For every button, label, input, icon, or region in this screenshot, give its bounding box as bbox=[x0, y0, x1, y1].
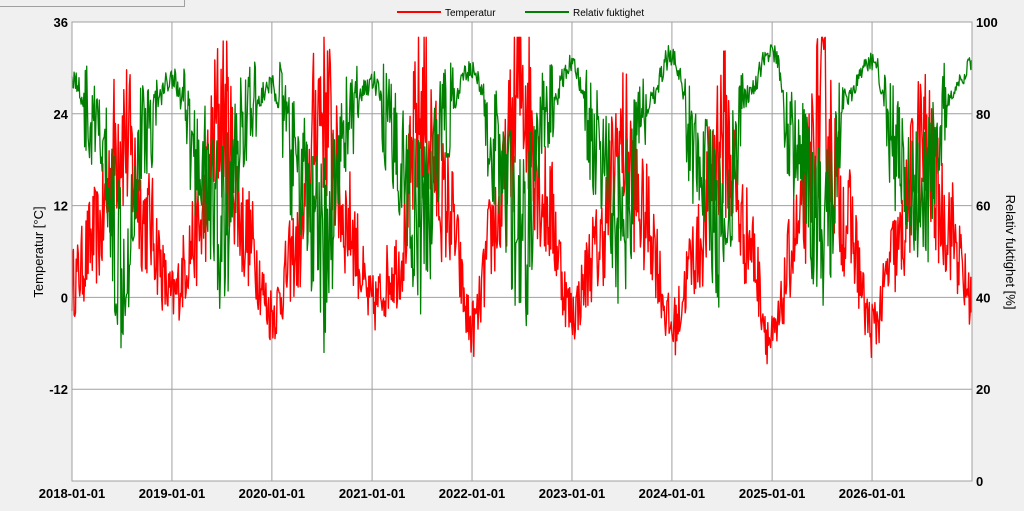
right-tick-label: 100 bbox=[976, 15, 998, 30]
x-tick-label: 2025-01-01 bbox=[739, 486, 806, 501]
x-axis-ticks: 2018-01-01 2019-01-01 2020-01-01 2021-01-01… bbox=[39, 486, 906, 501]
left-tick-label: 36 bbox=[54, 15, 68, 30]
x-tick-label: 2020-01-01 bbox=[239, 486, 306, 501]
x-tick-label: 2024-01-01 bbox=[639, 486, 706, 501]
x-tick-label: 2018-01-01 bbox=[39, 486, 106, 501]
series-layer bbox=[71, 36, 973, 365]
x-tick-label: 2023-01-01 bbox=[539, 486, 606, 501]
right-tick-label: 80 bbox=[976, 107, 990, 122]
window-tab-stub bbox=[0, 0, 185, 7]
x-tick-label: 2022-01-01 bbox=[439, 486, 506, 501]
legend-label-temperatur: Temperatur bbox=[445, 8, 496, 19]
plot-frame bbox=[71, 21, 973, 482]
right-tick-label: 20 bbox=[976, 382, 990, 397]
x-tick-label: 2021-01-01 bbox=[339, 486, 406, 501]
left-axis-ticks: -12 0 12 24 36 bbox=[49, 15, 69, 397]
left-tick-label: -12 bbox=[49, 382, 68, 397]
right-axis-ticks: 0 20 40 60 80 100 bbox=[976, 15, 998, 489]
left-axis-label: Temperatur [°C] bbox=[31, 206, 46, 297]
x-tick-label: 2026-01-01 bbox=[839, 486, 906, 501]
legend: Temperatur Relativ fuktighet bbox=[397, 8, 644, 19]
left-tick-label: 24 bbox=[54, 107, 69, 122]
right-tick-label: 0 bbox=[976, 474, 983, 489]
right-axis-label: Relativ fuktighet [%] bbox=[1003, 195, 1018, 310]
series-line-relativ-fuktighet bbox=[71, 44, 973, 354]
legend-label-relativ-fuktighet: Relativ fuktighet bbox=[573, 8, 644, 19]
x-tick-label: 2019-01-01 bbox=[139, 486, 206, 501]
right-tick-label: 60 bbox=[976, 199, 990, 214]
left-tick-label: 12 bbox=[54, 199, 68, 214]
left-tick-label: 0 bbox=[61, 290, 68, 305]
right-tick-label: 40 bbox=[976, 290, 990, 305]
